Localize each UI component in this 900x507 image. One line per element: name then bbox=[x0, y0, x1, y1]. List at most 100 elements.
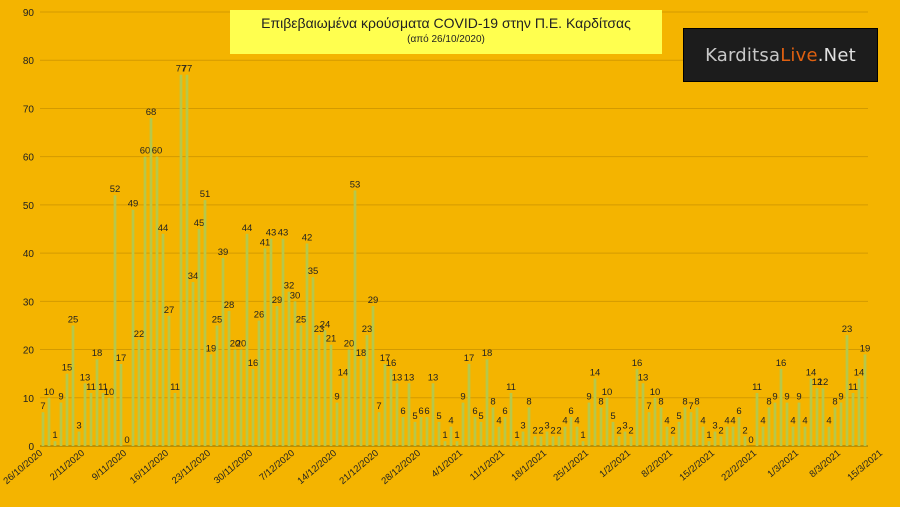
bar-3 bbox=[59, 402, 63, 446]
bar-17 bbox=[143, 156, 147, 446]
x-tick-label-13: 25/1/2021 bbox=[551, 448, 590, 484]
bar-87 bbox=[563, 426, 567, 446]
data-label-59: 13 bbox=[392, 372, 403, 383]
data-label-36: 26 bbox=[254, 310, 265, 321]
data-label-51: 20 bbox=[344, 339, 355, 350]
bar-81 bbox=[527, 407, 531, 446]
bar-85 bbox=[551, 436, 555, 446]
data-label-1: 10 bbox=[44, 387, 55, 398]
bar-105 bbox=[671, 436, 675, 446]
data-label-22: 11 bbox=[170, 382, 180, 393]
x-tick-label-6: 7/12/2020 bbox=[257, 448, 296, 484]
data-label-110: 4 bbox=[700, 416, 705, 427]
data-label-57: 17 bbox=[380, 353, 391, 364]
data-label-100: 13 bbox=[638, 372, 649, 383]
data-label-3: 9 bbox=[58, 392, 63, 403]
bar-30 bbox=[221, 257, 225, 446]
bar-10 bbox=[101, 392, 105, 446]
y-tick-label-8: 80 bbox=[23, 56, 35, 67]
data-label-6: 3 bbox=[76, 421, 81, 432]
bar-20 bbox=[161, 233, 165, 446]
bar-55 bbox=[371, 306, 375, 446]
bar-27 bbox=[203, 200, 207, 446]
bar-72 bbox=[473, 417, 477, 446]
bar-36 bbox=[257, 320, 261, 446]
bar-80 bbox=[521, 431, 525, 446]
data-label-124: 9 bbox=[784, 392, 789, 403]
bar-117 bbox=[743, 436, 747, 446]
x-tick-label-12: 18/1/2021 bbox=[509, 448, 548, 484]
bar-63 bbox=[419, 417, 423, 446]
bar-98 bbox=[629, 436, 633, 446]
data-label-28: 19 bbox=[206, 343, 217, 354]
bar-134 bbox=[845, 335, 849, 446]
y-tick-label-0: 0 bbox=[28, 442, 34, 453]
logo-text-part1: Karditsa bbox=[705, 44, 781, 66]
bar-47 bbox=[323, 330, 327, 446]
data-label-7: 13 bbox=[80, 372, 91, 383]
bar-66 bbox=[437, 421, 441, 446]
data-label-81: 8 bbox=[526, 396, 531, 407]
x-tick-label-4: 23/11/2020 bbox=[170, 448, 213, 487]
data-label-108: 7 bbox=[688, 401, 693, 412]
bar-137 bbox=[863, 354, 867, 446]
bar-37 bbox=[263, 248, 267, 446]
bar-6 bbox=[77, 431, 81, 446]
bar-41 bbox=[287, 291, 291, 446]
bar-103 bbox=[659, 407, 663, 446]
x-tick-label-8: 21/12/2020 bbox=[337, 448, 380, 487]
data-label-69: 1 bbox=[454, 430, 459, 441]
bar-54 bbox=[365, 335, 369, 446]
data-label-31: 28 bbox=[224, 300, 235, 311]
x-tick-label-2: 9/11/2020 bbox=[90, 448, 129, 483]
data-label-89: 4 bbox=[574, 416, 579, 427]
data-label-130: 12 bbox=[818, 377, 829, 388]
bar-120 bbox=[761, 426, 765, 446]
bar-32 bbox=[233, 349, 237, 446]
data-label-134: 23 bbox=[842, 324, 853, 335]
data-label-67: 1 bbox=[442, 430, 447, 441]
data-label-103: 8 bbox=[658, 396, 663, 407]
data-label-8: 11 bbox=[86, 382, 96, 393]
data-label-9: 18 bbox=[92, 348, 103, 359]
bar-130 bbox=[821, 388, 825, 446]
bar-114 bbox=[725, 426, 729, 446]
data-label-41: 32 bbox=[284, 281, 295, 292]
bar-57 bbox=[383, 364, 387, 446]
data-label-66: 5 bbox=[436, 411, 441, 422]
bar-53 bbox=[359, 359, 363, 446]
bar-50 bbox=[341, 378, 345, 446]
data-label-42: 30 bbox=[290, 290, 301, 301]
bar-19 bbox=[155, 156, 159, 446]
data-label-104: 4 bbox=[664, 416, 669, 427]
data-label-99: 16 bbox=[632, 358, 643, 369]
data-label-5: 25 bbox=[68, 314, 79, 325]
data-label-88: 6 bbox=[568, 406, 573, 417]
data-label-38: 43 bbox=[266, 228, 277, 239]
data-label-17: 60 bbox=[140, 146, 151, 157]
data-label-68: 4 bbox=[448, 416, 453, 427]
data-label-115: 4 bbox=[730, 416, 735, 427]
data-label-20: 44 bbox=[158, 223, 169, 234]
bar-58 bbox=[389, 368, 393, 446]
data-label-86: 2 bbox=[556, 425, 561, 436]
bar-45 bbox=[311, 277, 315, 446]
bar-93 bbox=[599, 407, 603, 446]
bar-52 bbox=[353, 190, 357, 446]
bar-127 bbox=[803, 426, 807, 446]
data-label-77: 6 bbox=[502, 406, 507, 417]
data-label-109: 8 bbox=[694, 396, 699, 407]
bar-83 bbox=[539, 436, 543, 446]
data-label-79: 1 bbox=[514, 430, 519, 441]
data-label-49: 9 bbox=[334, 392, 339, 403]
bar-99 bbox=[635, 368, 639, 446]
data-label-101: 7 bbox=[646, 401, 651, 412]
logo-text: KarditsaLive.Net bbox=[705, 45, 856, 66]
data-label-76: 4 bbox=[496, 416, 501, 427]
data-label-14: 0 bbox=[124, 435, 129, 446]
bar-29 bbox=[215, 325, 219, 446]
data-label-136: 14 bbox=[854, 367, 865, 378]
bar-7 bbox=[83, 383, 87, 446]
bar-5 bbox=[71, 325, 75, 446]
